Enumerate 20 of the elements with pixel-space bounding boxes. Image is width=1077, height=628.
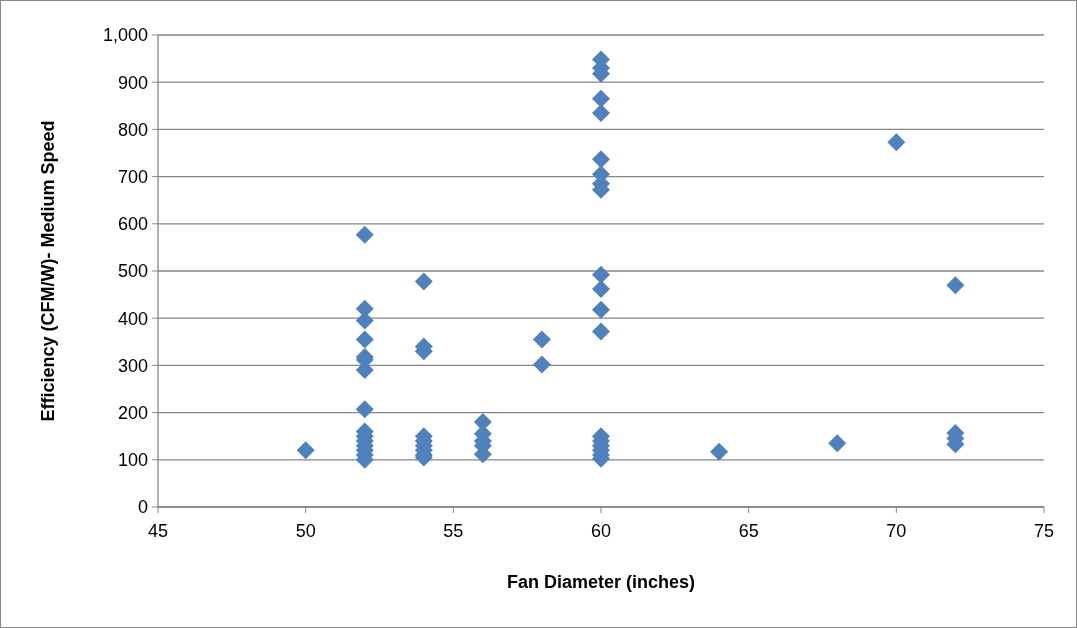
y-tick-label: 500 — [117, 261, 148, 282]
x-tick-label: 70 — [886, 521, 907, 541]
x-tick-label: 55 — [443, 521, 464, 541]
y-tick-label: 100 — [117, 450, 148, 471]
y-tick-label: 400 — [117, 308, 148, 329]
y-tick-label: 300 — [117, 355, 148, 376]
y-tick-label: 700 — [117, 166, 148, 187]
y-tick-label: 200 — [117, 402, 148, 423]
y-axis-title: Efficiency (CFM/W)- Medium Speed — [38, 120, 58, 422]
x-tick-label: 50 — [295, 521, 316, 541]
x-tick-label: 65 — [738, 521, 759, 541]
y-tick-label: 800 — [117, 119, 148, 140]
y-tick-label: 600 — [117, 214, 148, 235]
x-tick-label: 60 — [590, 521, 612, 541]
y-tick-label: 1,000 — [102, 25, 148, 46]
x-tick-label: 45 — [147, 521, 169, 541]
y-tick-label: 900 — [117, 72, 148, 93]
x-axis-title: Fan Diameter (inches) — [506, 572, 696, 592]
y-tick-label: 0 — [137, 497, 148, 518]
x-tick-label: 75 — [1033, 521, 1055, 541]
